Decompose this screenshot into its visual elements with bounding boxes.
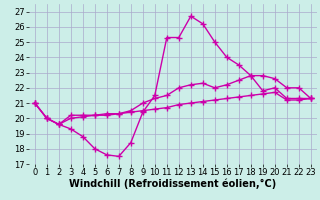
X-axis label: Windchill (Refroidissement éolien,°C): Windchill (Refroidissement éolien,°C): [69, 179, 276, 189]
